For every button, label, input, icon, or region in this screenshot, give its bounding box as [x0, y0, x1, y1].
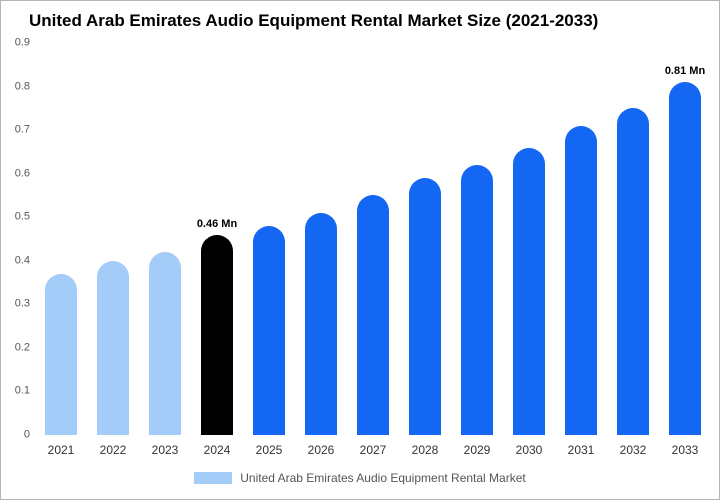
x-tick-label: 2024	[203, 443, 231, 457]
bar-2029	[461, 165, 493, 435]
bar-column	[347, 43, 399, 435]
y-tick-label: 0.5	[14, 210, 30, 223]
y-tick-label: 0.8	[14, 80, 30, 93]
bar-column	[399, 43, 451, 435]
bar-column	[555, 43, 607, 435]
bar-2026	[305, 213, 337, 435]
bar-2021	[45, 274, 77, 435]
x-tick-label: 2023	[151, 443, 179, 457]
bar-column: 0.81 Mn	[659, 43, 711, 435]
bar-2025	[253, 226, 285, 435]
legend-swatch	[194, 472, 233, 484]
y-tick-label: 0.1	[14, 384, 30, 397]
bar-2032	[617, 108, 649, 435]
bar-column: 0.46 Mn	[191, 43, 243, 435]
chart-title: United Arab Emirates Audio Equipment Ren…	[29, 11, 599, 30]
bar-2033	[669, 82, 701, 435]
bar-2023	[149, 252, 181, 435]
y-tick-label: 0	[23, 428, 30, 441]
bar-2027	[357, 195, 389, 435]
x-tick-label: 2021	[47, 443, 75, 457]
y-tick-label: 0.2	[14, 341, 30, 354]
legend: United Arab Emirates Audio Equipment Ren…	[9, 471, 711, 485]
bar-column	[451, 43, 503, 435]
y-tick-label: 0.3	[14, 297, 30, 310]
x-tick-label: 2029	[463, 443, 491, 457]
plot-area: 0.46 Mn 0.81 Mn	[35, 43, 711, 435]
x-tick-label: 2026	[307, 443, 335, 457]
bar-column	[87, 43, 139, 435]
x-tick-label: 2033	[671, 443, 699, 457]
y-tick-label: 0.4	[14, 254, 30, 267]
y-tick-label: 0.7	[14, 123, 30, 136]
x-tick-label: 2031	[567, 443, 595, 457]
bar-value-label: 0.46 Mn	[196, 218, 238, 230]
y-axis: 0 0.1 0.2 0.3 0.4 0.5 0.6 0.7 0.8 0.9	[9, 37, 35, 440]
bar-2022	[97, 261, 129, 435]
legend-label: United Arab Emirates Audio Equipment Ren…	[240, 471, 526, 485]
x-tick-label: 2028	[411, 443, 439, 457]
x-tick-label: 2027	[359, 443, 387, 457]
x-tick-label: 2032	[619, 443, 647, 457]
y-tick-label: 0.6	[14, 167, 30, 180]
x-tick-label: 2022	[99, 443, 127, 457]
x-axis: 2021 2022 2023 2024 2025 2026 2027 2028 2029 2030…	[35, 444, 711, 456]
x-tick-label: 2030	[515, 443, 543, 457]
bar-column	[35, 43, 87, 435]
bar-2024	[201, 235, 233, 435]
bar-2030	[513, 148, 545, 435]
bar-column	[243, 43, 295, 435]
y-tick-label: 0.9	[14, 36, 30, 49]
bar-column	[607, 43, 659, 435]
bar-column	[503, 43, 555, 435]
bar-2031	[565, 126, 597, 435]
bar-2028	[409, 178, 441, 435]
bar-chart: 0 0.1 0.2 0.3 0.4 0.5 0.6 0.7 0.8 0.9 0.46 Mn 0.81…	[9, 37, 711, 440]
bar-column	[295, 43, 347, 435]
bar-value-label: 0.81 Mn	[664, 65, 706, 77]
bar-column	[139, 43, 191, 435]
x-tick-label: 2025	[255, 443, 283, 457]
